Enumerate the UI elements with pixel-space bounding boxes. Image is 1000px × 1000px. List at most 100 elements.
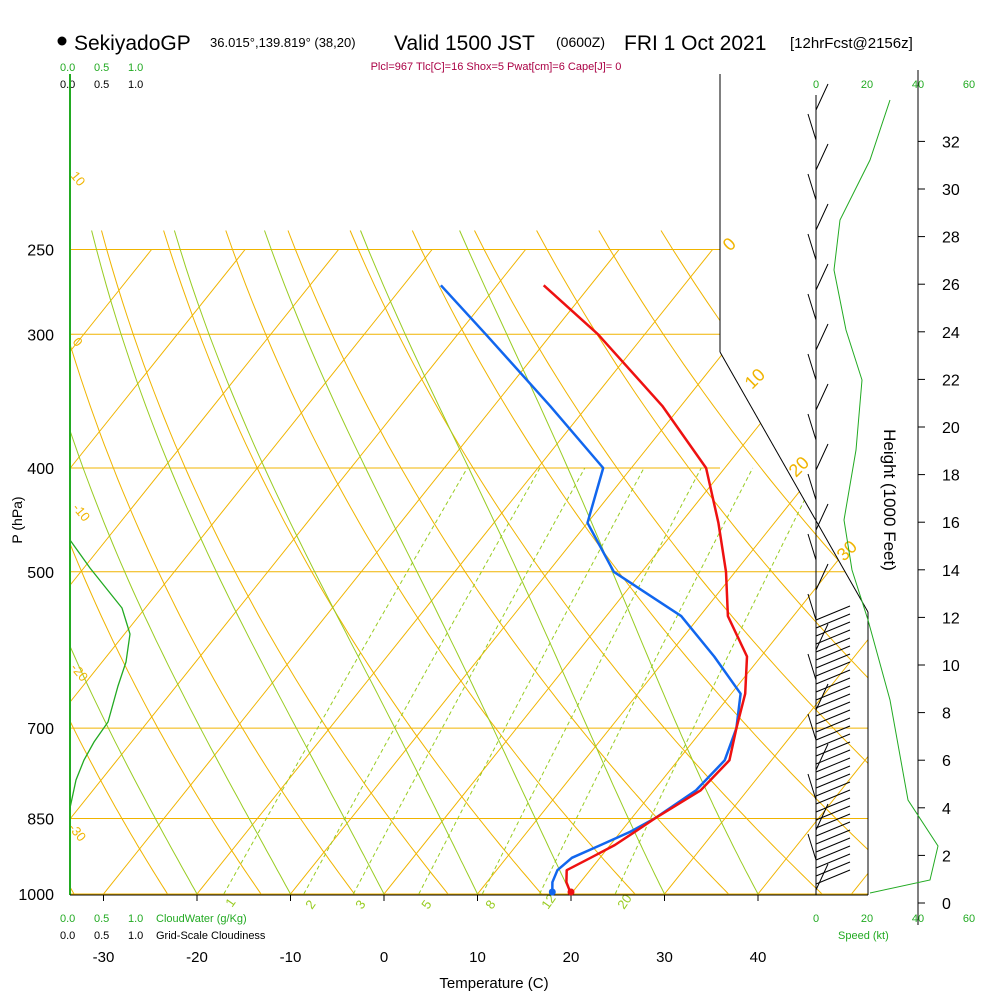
mixing-ratio-line <box>614 467 821 895</box>
pressure-tick-label: 850 <box>27 811 54 828</box>
x-tick-label: 40 <box>750 949 767 966</box>
pressure-tick-label: 700 <box>27 721 54 738</box>
wind-barb <box>815 845 851 861</box>
wind-barb <box>815 701 851 717</box>
cw-top-0: 0.0 <box>60 62 75 74</box>
wind-barb-staff <box>815 563 829 591</box>
mixing-ratio-line <box>303 467 541 895</box>
isotherm-line <box>664 249 868 895</box>
height-tick-label: 16 <box>942 515 960 532</box>
cl-top-1: 1.0 <box>128 79 143 91</box>
station-name: SekiyadoGP <box>74 32 191 55</box>
station-coords: 36.015°,139.819° (38,20) <box>210 35 356 50</box>
dry-adiabat-label: -10 <box>70 500 94 524</box>
dry-adiabat-line <box>70 230 355 895</box>
wind-barb <box>815 749 851 765</box>
wind-barb <box>815 869 851 885</box>
height-tick-label: 20 <box>942 420 960 437</box>
x-tick-label: 20 <box>563 949 580 966</box>
wind-barb <box>815 805 851 821</box>
height-tick-label: 10 <box>942 658 960 675</box>
wind-barb-staff <box>807 233 817 261</box>
isotherm-line <box>70 249 246 895</box>
ws-bot-20: 20 <box>861 913 873 925</box>
mixing-ratio-label: 3 <box>352 897 368 912</box>
wind-barb-staff <box>815 323 829 351</box>
wind-barb <box>815 645 851 661</box>
height-tick-label: 22 <box>942 372 960 389</box>
cw-bot-05: 0.5 <box>94 913 109 925</box>
height-tick-label: 2 <box>942 848 951 865</box>
sounding-profiles <box>439 284 749 896</box>
wind-barb <box>815 765 851 781</box>
mixing-ratio-line <box>352 467 586 895</box>
valid-date: FRI 1 Oct 2021 <box>624 32 766 55</box>
dry-adiabat-line <box>287 230 729 895</box>
wind-barb-staff <box>815 863 829 891</box>
wind-barb-staff <box>807 533 817 561</box>
wind-barb-staff <box>807 173 817 201</box>
x-tick-label: -10 <box>280 949 302 966</box>
wind-barb-staff <box>815 443 829 471</box>
mixing-ratio-line <box>223 467 468 895</box>
dry-adiabat-line <box>536 230 868 895</box>
cw-top-1: 1.0 <box>128 62 143 74</box>
pressure-tick-label: 400 <box>27 461 54 478</box>
wind-barb <box>815 741 851 757</box>
cw-bot-1: 1.0 <box>128 913 143 925</box>
wind-barb <box>815 605 851 621</box>
wind-barb-staff <box>815 383 829 411</box>
pressure-tick-label: 250 <box>27 243 54 260</box>
cloudwater-bottom-axis: 0.0 0.5 1.0 CloudWater (g/Kg) 0.0 0.5 1.… <box>60 913 266 942</box>
station-marker-icon <box>57 36 67 46</box>
ws-top-20: 20 <box>861 79 873 91</box>
wind-barb <box>815 629 851 645</box>
isotherm-line <box>570 249 868 895</box>
height-tick-label: 12 <box>942 610 960 627</box>
isotherm-line <box>477 249 868 895</box>
x-tick-label: -30 <box>93 949 115 966</box>
wind-barb <box>815 653 851 669</box>
cl-top-0: 0.0 <box>60 79 75 91</box>
moist-adiabat-line <box>264 230 572 895</box>
wind-barb <box>815 821 851 837</box>
wind-barb <box>815 637 851 653</box>
wind-barb <box>815 781 851 797</box>
cloudwater-top-axis: 0.0 0.5 1.0 0.0 0.5 1.0 <box>60 62 143 91</box>
cloudiness-label: Grid-Scale Cloudiness <box>156 930 266 942</box>
wind-barb-staff <box>815 263 829 291</box>
dry-adiabat-line <box>163 230 542 895</box>
wind-barb <box>815 829 851 845</box>
wind-barb <box>815 773 851 789</box>
wind-barb-staff <box>807 833 817 861</box>
cl-bot-0: 0.0 <box>60 930 75 942</box>
wind-barb <box>815 733 851 749</box>
height-tick-label: 14 <box>942 563 960 580</box>
isotherm-line <box>70 249 433 895</box>
dry-adiabat-line <box>349 230 823 895</box>
valid-zulu: (0600Z) <box>556 34 605 50</box>
height-tick-label: 32 <box>942 134 960 151</box>
temperature-line-surface-point <box>567 888 575 896</box>
height-axis-title: Height (1000 Feet) <box>880 429 899 571</box>
dewpoint-line <box>439 284 742 895</box>
moist-adiabat-line <box>70 230 291 895</box>
ws-bot-0: 0 <box>813 913 819 925</box>
wind-barb <box>815 621 851 637</box>
wind-speed-curve <box>833 99 939 894</box>
height-tick-label: 0 <box>942 896 951 913</box>
dry-adiabat-line <box>70 230 262 895</box>
wind-barb <box>815 725 851 741</box>
plot-border-diagonal <box>719 351 869 613</box>
isotherm-line <box>70 249 526 895</box>
ws-top-60: 60 <box>963 79 975 91</box>
pressure-tick-label: 300 <box>27 327 54 344</box>
cloud-water-curve <box>69 539 131 809</box>
x-tick-label: 10 <box>469 949 486 966</box>
wind-barb-staff <box>807 473 817 501</box>
mixing-ratio-line <box>539 467 754 895</box>
wind-barb <box>815 677 851 693</box>
cl-top-05: 0.5 <box>94 79 109 91</box>
dry-adiabat-line <box>101 230 449 895</box>
